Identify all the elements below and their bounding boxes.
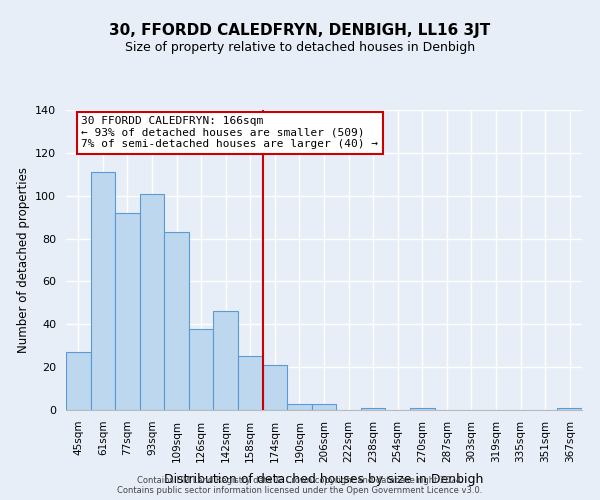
Bar	[410, 408, 434, 410]
Bar	[263, 365, 287, 410]
Bar	[238, 356, 263, 410]
Bar	[66, 352, 91, 410]
Y-axis label: Number of detached properties: Number of detached properties	[17, 167, 29, 353]
Bar	[140, 194, 164, 410]
Bar	[312, 404, 336, 410]
Bar	[115, 213, 140, 410]
Text: Size of property relative to detached houses in Denbigh: Size of property relative to detached ho…	[125, 41, 475, 54]
Bar	[557, 408, 582, 410]
Bar	[214, 312, 238, 410]
Text: 30, FFORDD CALEDFRYN, DENBIGH, LL16 3JT: 30, FFORDD CALEDFRYN, DENBIGH, LL16 3JT	[109, 22, 491, 38]
Bar	[189, 328, 214, 410]
Bar	[91, 172, 115, 410]
Bar	[287, 404, 312, 410]
Text: 30 FFORDD CALEDFRYN: 166sqm
← 93% of detached houses are smaller (509)
7% of sem: 30 FFORDD CALEDFRYN: 166sqm ← 93% of det…	[82, 116, 379, 149]
X-axis label: Distribution of detached houses by size in Denbigh: Distribution of detached houses by size …	[164, 473, 484, 486]
Bar	[361, 408, 385, 410]
Text: Contains HM Land Registry data © Crown copyright and database right 2024.
Contai: Contains HM Land Registry data © Crown c…	[118, 476, 482, 495]
Bar	[164, 232, 189, 410]
